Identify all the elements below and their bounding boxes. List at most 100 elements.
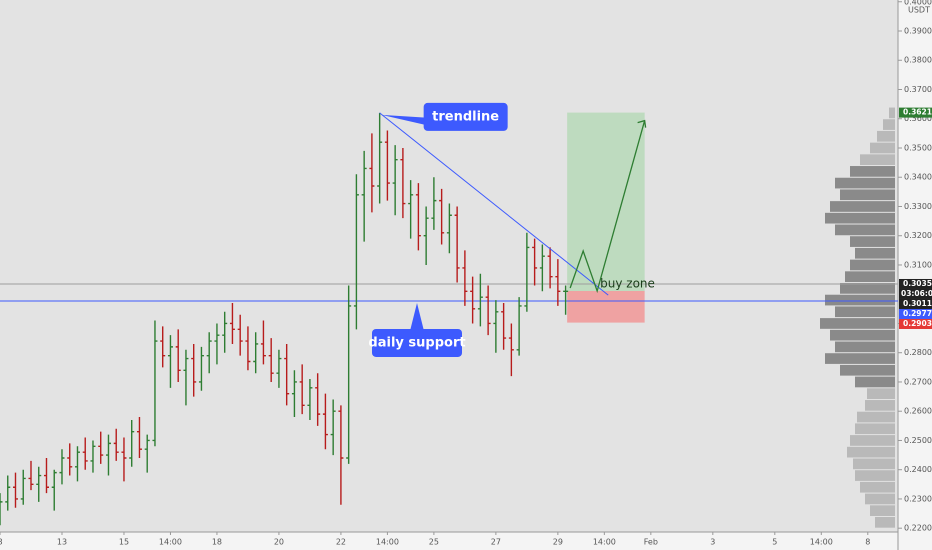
ohlc-bar xyxy=(253,332,259,374)
ohlc-bar xyxy=(547,247,553,289)
x-tick-label: 14:00 xyxy=(593,538,616,547)
y-tick-label: 0.3100 xyxy=(904,260,932,269)
volume-profile-bar xyxy=(875,516,895,528)
price-label-box xyxy=(899,298,932,309)
ohlc-bar xyxy=(144,434,150,473)
countdown-box xyxy=(899,288,932,299)
ohlc-bar xyxy=(431,177,437,230)
volume-profile-bar xyxy=(855,376,895,388)
volume-profile-bar xyxy=(835,177,895,189)
ohlc-bar xyxy=(0,493,3,526)
price-label-box xyxy=(899,107,932,118)
volume-profile-bar xyxy=(830,201,895,212)
y-tick-label: 0.3800 xyxy=(904,56,932,65)
y-tick-label: 0.4000 xyxy=(904,0,932,6)
price-label: 0.2977 xyxy=(903,309,932,318)
volume-profile-bar xyxy=(853,458,895,470)
ohlc-bar xyxy=(222,311,228,353)
volume-profile-bar xyxy=(860,481,895,493)
ohlc-bar xyxy=(299,364,305,415)
x-tick-label: 14:00 xyxy=(810,538,833,547)
ohlc-bar xyxy=(524,232,530,312)
ohlc-bar xyxy=(51,469,57,511)
ohlc-bar xyxy=(82,437,88,470)
y-tick-label: 0.3900 xyxy=(904,27,932,36)
ohlc-bar xyxy=(400,147,406,219)
callout-box xyxy=(372,328,462,357)
ohlc-bar xyxy=(12,472,18,508)
volume-profile-bar xyxy=(877,130,895,142)
x-tick-label: 22 xyxy=(336,538,346,547)
volume-profile-bar xyxy=(889,107,895,119)
ohlc-bar xyxy=(563,285,569,315)
ohlc-bar xyxy=(175,329,181,382)
ohlc-bar xyxy=(508,323,514,377)
ohlc-bar xyxy=(67,443,73,476)
ohlc-bar xyxy=(276,349,282,388)
x-tick-label: 5 xyxy=(772,538,777,547)
ohlc-bar xyxy=(237,314,243,356)
ohlc-bar xyxy=(485,285,491,336)
y-tick-label: 0.2800 xyxy=(904,348,932,357)
price-label-box xyxy=(899,308,932,319)
volume-profile-bar xyxy=(847,446,895,458)
ohlc-bar xyxy=(477,273,483,327)
x-tick-label: 8 xyxy=(0,538,3,547)
volume-profile-bar xyxy=(820,318,895,329)
volume-profile-bar xyxy=(825,212,895,224)
ohlc-bar xyxy=(501,302,507,350)
y-tick-label: 0.3500 xyxy=(904,143,932,152)
callout-pointer xyxy=(381,114,430,126)
ohlc-bar xyxy=(446,203,452,254)
volume-profile-bar xyxy=(870,505,895,516)
callout-label: trendline xyxy=(432,109,499,124)
ohlc-bar xyxy=(315,373,321,426)
ohlc-bar xyxy=(167,335,173,388)
volume-profile-bar xyxy=(840,364,895,376)
currency: USDT xyxy=(908,6,930,15)
ohlc-bar xyxy=(307,379,313,420)
volume-profile-bar xyxy=(860,154,895,166)
x-tick-label: Feb xyxy=(644,538,658,547)
stop-zone xyxy=(567,291,645,323)
trendline xyxy=(379,112,609,296)
ohlc-bar xyxy=(90,440,96,473)
ohlc-bar xyxy=(245,326,251,371)
price-label-box xyxy=(899,278,932,289)
x-tick-label: 8 xyxy=(865,538,870,547)
ohlc-bar xyxy=(268,338,274,382)
volume-profile-bar xyxy=(865,493,895,505)
x-tick-label: 13 xyxy=(57,538,67,547)
ohlc-bar xyxy=(74,446,80,482)
y-tick-label: 0.3300 xyxy=(904,202,932,211)
ohlc-bar xyxy=(408,180,414,239)
x-tick-label: 27 xyxy=(491,538,501,547)
x-tick-label: 14:00 xyxy=(376,538,399,547)
y-tick-label: 0.2300 xyxy=(904,494,932,503)
ohlc-bar xyxy=(98,431,104,464)
y-tick-label: 0.2400 xyxy=(904,465,932,474)
y-tick-label: 0.2600 xyxy=(904,407,932,416)
ohlc-bar xyxy=(415,183,421,251)
time-axis xyxy=(0,532,898,550)
volume-profile-bar xyxy=(855,247,895,259)
ohlc-bar xyxy=(198,346,204,391)
ohlc-bar xyxy=(361,150,367,242)
volume-profile-bar xyxy=(857,411,895,423)
x-tick-label: 14:00 xyxy=(159,538,182,547)
volume-profile-bar xyxy=(835,224,895,236)
volume-profile-bar xyxy=(850,435,895,446)
ohlc-bar xyxy=(470,276,476,324)
ohlc-bar xyxy=(229,302,235,344)
ohlc-bar xyxy=(28,460,34,491)
volume-profile-bar xyxy=(835,306,895,318)
ohlc-bar xyxy=(260,320,266,365)
ohlc-bar xyxy=(392,145,398,216)
ohlc-bar xyxy=(330,399,336,456)
ohlc-bar xyxy=(353,174,359,330)
ohlc-bar xyxy=(423,206,429,265)
ohlc-bar xyxy=(346,285,352,464)
volume-profile-bar xyxy=(830,329,895,341)
callout-label: daily support xyxy=(368,335,465,350)
